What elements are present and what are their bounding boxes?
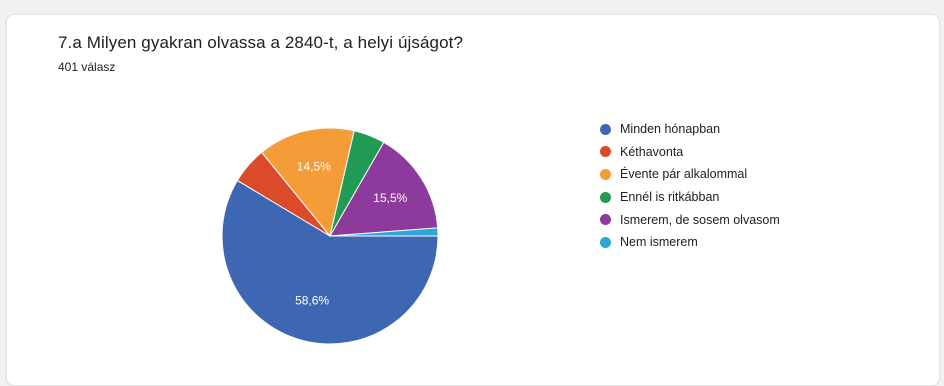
legend-dot-icon [600,168,611,180]
legend-label: Ennél is ritkábban [620,190,720,205]
legend-item[interactable]: Nem ismerem [600,231,780,254]
legend-item[interactable]: Ismerem, de sosem olvasom [600,208,780,231]
slice-label-1: 58,6% [295,294,329,308]
legend-label: Nem ismerem [620,235,698,250]
legend-label: Ismerem, de sosem olvasom [620,212,780,227]
chart-card [6,14,940,386]
pie-slice-3[interactable] [260,127,355,238]
pie-slice-labels: 58,6% 14,5% 15,5% [295,160,408,308]
slice-label-3: 14,5% [297,160,331,174]
response-count: 401 válasz [58,60,116,74]
pie-slice-1[interactable] [221,179,439,345]
slice-label-5: 15,5% [373,191,407,205]
legend-label: Minden hónapban [620,122,721,137]
pie-chart: 58,6% 14,5% 15,5% [221,127,439,345]
pie-slice-5[interactable] [329,141,439,237]
legend-item[interactable]: Minden hónapban [600,118,780,141]
pie-slice-6[interactable] [329,227,439,237]
legend-dot-icon [600,191,611,203]
legend-item[interactable]: Ennél is ritkábban [600,186,780,209]
legend-dot-icon [600,146,611,158]
legend-dot-icon [600,123,611,135]
legend-item[interactable]: Évente pár alkalommal [600,163,780,186]
legend-dot-icon [600,236,611,248]
legend-dot-icon [600,214,611,226]
legend-item[interactable]: Kéthavonta [600,141,780,164]
question-title: 7.a Milyen gyakran olvassa a 2840-t, a h… [58,33,464,52]
legend-label: Kéthavonta [620,144,684,159]
legend-label: Évente pár alkalommal [620,167,748,182]
pie-slices [221,127,439,345]
chart-legend: Minden hónapban Kéthavonta Évente pár alka… [600,118,780,254]
